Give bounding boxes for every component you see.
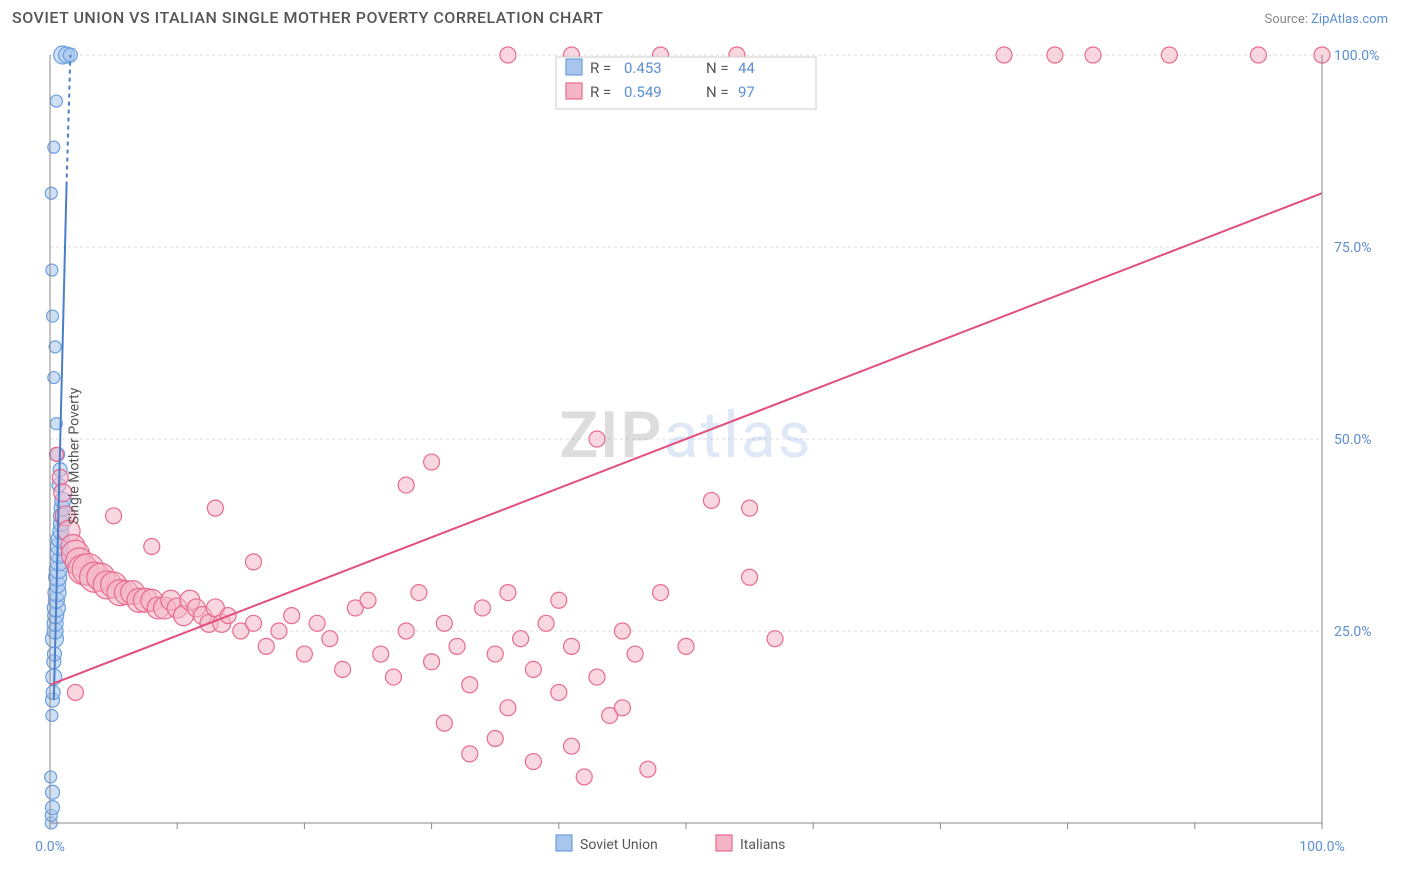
data-point xyxy=(67,684,83,700)
trend-line-extrapolation xyxy=(67,55,71,186)
data-point xyxy=(106,508,122,524)
data-point xyxy=(49,341,61,353)
legend-r-value: 0.549 xyxy=(624,83,662,101)
data-point xyxy=(45,187,57,199)
legend-swatch xyxy=(566,59,582,75)
data-point xyxy=(538,615,554,631)
data-point xyxy=(46,709,58,721)
legend-n-value: 97 xyxy=(738,83,755,101)
data-point xyxy=(45,771,57,783)
data-point xyxy=(1161,47,1177,63)
data-point xyxy=(487,646,503,662)
x-tick-label: 100.0% xyxy=(1299,839,1344,855)
data-point xyxy=(246,615,262,631)
data-point xyxy=(474,600,490,616)
source-prefix: Source: xyxy=(1264,12,1311,27)
data-point xyxy=(449,638,465,654)
data-point xyxy=(436,615,452,631)
data-point xyxy=(576,769,592,785)
data-point xyxy=(296,646,312,662)
data-point xyxy=(46,785,60,799)
y-tick-label: 25.0% xyxy=(1334,624,1372,640)
data-point xyxy=(46,264,58,276)
data-point xyxy=(207,500,223,516)
data-point xyxy=(500,700,516,716)
data-point xyxy=(258,638,274,654)
data-point xyxy=(335,661,351,677)
y-axis-label: Single Mother Poverty xyxy=(66,388,82,525)
data-point xyxy=(614,623,630,639)
data-point xyxy=(525,661,541,677)
data-point xyxy=(1085,47,1101,63)
y-tick-label: 50.0% xyxy=(1334,432,1372,448)
data-point xyxy=(411,585,427,601)
source-label: Source: ZipAtlas.com xyxy=(1264,12,1388,27)
data-point xyxy=(424,654,440,670)
legend-r-label: R = xyxy=(590,83,611,101)
chart-container: Single Mother Poverty ZIPatlas25.0%50.0%… xyxy=(0,33,1406,879)
data-point xyxy=(398,477,414,493)
legend-n-label: N = xyxy=(706,59,729,77)
chart-title: SOVIET UNION VS ITALIAN SINGLE MOTHER PO… xyxy=(12,8,603,27)
data-point xyxy=(996,47,1012,63)
legend-n-value: 44 xyxy=(738,59,755,77)
legend-r-label: R = xyxy=(590,59,611,77)
data-point xyxy=(373,646,389,662)
data-point xyxy=(398,623,414,639)
data-point xyxy=(246,554,262,570)
data-point xyxy=(1047,47,1063,63)
data-point xyxy=(1250,47,1266,63)
data-point xyxy=(462,677,478,693)
data-point xyxy=(309,615,325,631)
y-tick-label: 100.0% xyxy=(1334,48,1379,64)
legend-swatch xyxy=(556,835,572,851)
data-point xyxy=(46,801,60,815)
y-tick-label: 75.0% xyxy=(1334,240,1372,256)
legend-swatch xyxy=(716,835,732,851)
data-point xyxy=(767,631,783,647)
data-point xyxy=(564,638,580,654)
data-point xyxy=(385,669,401,685)
data-point xyxy=(462,746,478,762)
data-point xyxy=(513,631,529,647)
data-point xyxy=(500,47,516,63)
data-point xyxy=(742,569,758,585)
data-point xyxy=(564,738,580,754)
data-point xyxy=(653,585,669,601)
data-point xyxy=(551,684,567,700)
data-point xyxy=(500,585,516,601)
data-point xyxy=(703,492,719,508)
data-point xyxy=(47,310,59,322)
data-point xyxy=(424,454,440,470)
data-point xyxy=(49,447,63,461)
legend-r-value: 0.453 xyxy=(624,59,662,77)
data-point xyxy=(144,539,160,555)
legend-n-label: N = xyxy=(706,83,729,101)
gridlines xyxy=(50,55,1322,631)
data-point xyxy=(487,731,503,747)
data-point xyxy=(50,95,62,107)
x-tick-label: 0.0% xyxy=(35,839,65,855)
data-point xyxy=(551,592,567,608)
data-point xyxy=(360,592,376,608)
data-point xyxy=(640,761,656,777)
data-point xyxy=(436,715,452,731)
data-point xyxy=(742,500,758,516)
data-point xyxy=(614,700,630,716)
data-point xyxy=(678,638,694,654)
legend-series-label: Soviet Union xyxy=(580,837,658,853)
source-link[interactable]: ZipAtlas.com xyxy=(1311,12,1388,27)
data-point xyxy=(284,608,300,624)
data-point xyxy=(627,646,643,662)
legend-swatch xyxy=(566,83,582,99)
data-point xyxy=(525,754,541,770)
header-bar: SOVIET UNION VS ITALIAN SINGLE MOTHER PO… xyxy=(0,0,1406,33)
data-point xyxy=(589,431,605,447)
legend-series-label: Italians xyxy=(740,837,785,853)
data-point xyxy=(271,623,287,639)
correlation-scatter-chart: ZIPatlas25.0%50.0%75.0%100.0%0.0%100.0%R… xyxy=(0,33,1406,879)
data-point xyxy=(322,631,338,647)
data-point xyxy=(589,669,605,685)
